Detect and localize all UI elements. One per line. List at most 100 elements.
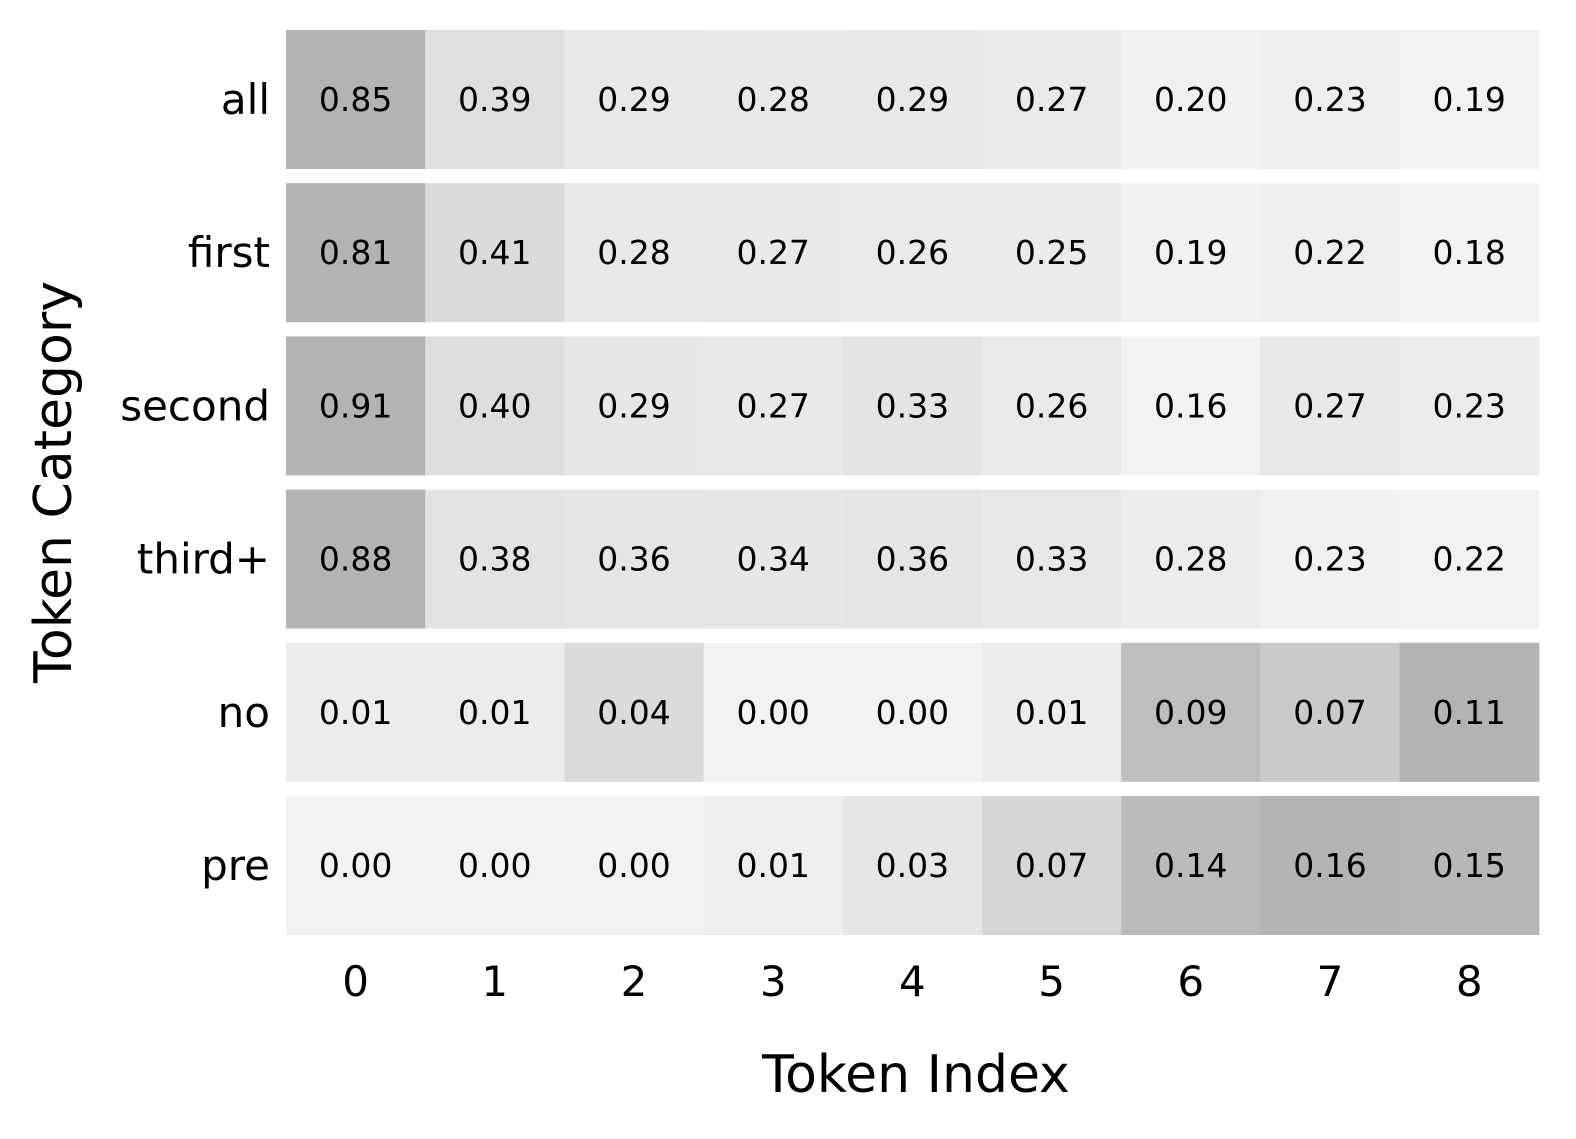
cell-value-first-3: 0.27	[736, 233, 809, 272]
cell-value-no-6: 0.09	[1154, 693, 1227, 732]
cell-value-first-8: 0.18	[1432, 233, 1505, 272]
heatmap-cell-third-plus-2	[564, 489, 705, 629]
cell-value-no-1: 0.01	[458, 693, 531, 732]
heatmap-cell-all-3	[703, 30, 844, 169]
cell-value-second-5: 0.26	[1015, 386, 1088, 425]
cell-value-all-6: 0.20	[1154, 80, 1227, 119]
heatmap-cell-third-plus-4	[842, 489, 983, 629]
heatmap-cell-first-0	[286, 183, 426, 323]
cell-value-all-5: 0.27	[1015, 80, 1088, 119]
cell-value-no-2: 0.04	[597, 693, 670, 732]
x-tick-label-6: 6	[1177, 957, 1204, 1006]
heatmap-cell-first-7	[1260, 183, 1401, 323]
heatmap-cell-second-0	[286, 336, 426, 476]
x-tick-label-3: 3	[760, 957, 787, 1006]
heatmap-cell-third-plus-0	[286, 489, 426, 629]
cell-value-first-5: 0.25	[1015, 233, 1088, 272]
heatmap-cell-no-7	[1260, 642, 1401, 782]
heatmap-cell-second-5	[982, 336, 1122, 476]
cell-value-no-0: 0.01	[319, 693, 392, 732]
heatmap-cell-first-2	[564, 183, 705, 323]
heatmap-cell-second-4	[842, 336, 983, 476]
cell-value-pre-7: 0.16	[1293, 846, 1366, 885]
x-tick-label-1: 1	[481, 957, 508, 1006]
heatmap-cells	[286, 30, 1540, 935]
heatmap-cell-all-8	[1399, 30, 1540, 169]
y-tick-label-third-plus: third+	[137, 535, 270, 584]
heatmap-cell-no-8	[1399, 642, 1540, 782]
heatmap-cell-first-1	[425, 183, 565, 323]
cell-value-second-6: 0.16	[1154, 386, 1227, 425]
cell-value-all-1: 0.39	[458, 80, 531, 119]
heatmap-cell-first-5	[982, 183, 1122, 323]
cell-value-pre-1: 0.00	[458, 846, 531, 885]
cell-value-third-plus-7: 0.23	[1293, 540, 1366, 579]
x-tick-label-5: 5	[1038, 957, 1065, 1006]
cell-value-all-3: 0.28	[736, 80, 809, 119]
heatmap-cell-all-6	[1121, 30, 1261, 169]
cell-value-second-8: 0.23	[1432, 386, 1505, 425]
heatmap-cell-second-2	[564, 336, 705, 476]
heatmap-cell-all-2	[564, 30, 705, 169]
y-tick-label-second: second	[120, 381, 270, 430]
heatmap-cell-no-6	[1121, 642, 1261, 782]
cell-value-first-0: 0.81	[319, 233, 392, 272]
heatmap-cell-first-8	[1399, 183, 1540, 323]
cell-value-no-5: 0.01	[1015, 693, 1088, 732]
x-tick-labels: 0 1 2 3 4 5 6 7 8	[342, 957, 1482, 1006]
cell-value-no-3: 0.00	[736, 693, 809, 732]
x-tick-label-7: 7	[1317, 957, 1344, 1006]
y-tick-labels: all first second third+ no pre	[120, 75, 270, 890]
cell-value-first-6: 0.19	[1154, 233, 1227, 272]
heatmap-cell-second-8	[1399, 336, 1540, 476]
y-tick-label-all: all	[221, 75, 270, 124]
heatmap-cell-all-7	[1260, 30, 1401, 169]
cell-value-no-4: 0.00	[876, 693, 949, 732]
y-tick-label-no: no	[218, 688, 270, 737]
cell-value-third-plus-1: 0.38	[458, 540, 531, 579]
heatmap-cell-first-6	[1121, 183, 1261, 323]
cell-value-third-plus-8: 0.22	[1432, 540, 1505, 579]
cell-value-third-plus-6: 0.28	[1154, 540, 1227, 579]
heatmap-cell-second-1	[425, 336, 565, 476]
cell-value-third-plus-3: 0.34	[736, 540, 809, 579]
heatmap-cell-pre-4	[842, 796, 983, 935]
cell-value-third-plus-2: 0.36	[597, 540, 670, 579]
heatmap-cell-second-3	[703, 336, 844, 476]
cell-value-pre-5: 0.07	[1015, 846, 1088, 885]
cell-value-no-8: 0.11	[1432, 693, 1505, 732]
cell-value-pre-6: 0.14	[1154, 846, 1227, 885]
heatmap-cell-first-3	[703, 183, 844, 323]
cell-value-pre-4: 0.03	[876, 846, 949, 885]
heatmap-cell-pre-1	[425, 796, 565, 935]
cell-value-third-plus-4: 0.36	[876, 540, 949, 579]
heatmap-cell-no-2	[564, 642, 705, 782]
y-axis-title: Token Category	[24, 281, 84, 684]
heatmap-cell-no-5	[982, 642, 1122, 782]
heatmap-cell-second-6	[1121, 336, 1261, 476]
heatmap-cell-all-4	[842, 30, 983, 169]
heatmap-cell-pre-7	[1260, 796, 1401, 935]
cell-value-pre-8: 0.15	[1432, 846, 1505, 885]
x-tick-label-4: 4	[899, 957, 926, 1006]
heatmap-cell-third-plus-3	[703, 489, 844, 629]
heatmap-cell-pre-5	[982, 796, 1122, 935]
x-tick-label-2: 2	[621, 957, 648, 1006]
heatmap-cell-third-plus-8	[1399, 489, 1540, 629]
cell-value-third-plus-5: 0.33	[1015, 540, 1088, 579]
heatmap-cell-no-1	[425, 642, 565, 782]
cell-value-pre-2: 0.00	[597, 846, 670, 885]
cell-value-first-4: 0.26	[876, 233, 949, 272]
cell-value-first-2: 0.28	[597, 233, 670, 272]
y-tick-label-pre: pre	[201, 841, 270, 890]
x-axis-title: Token Index	[761, 1045, 1070, 1105]
cell-value-second-3: 0.27	[736, 386, 809, 425]
heatmap-cell-third-plus-1	[425, 489, 565, 629]
heatmap-cell-third-plus-6	[1121, 489, 1261, 629]
cell-value-second-7: 0.27	[1293, 386, 1366, 425]
heatmap-cell-third-plus-5	[982, 489, 1122, 629]
cell-value-all-8: 0.19	[1432, 80, 1505, 119]
heatmap-cell-all-1	[425, 30, 565, 169]
cell-value-third-plus-0: 0.88	[319, 540, 392, 579]
